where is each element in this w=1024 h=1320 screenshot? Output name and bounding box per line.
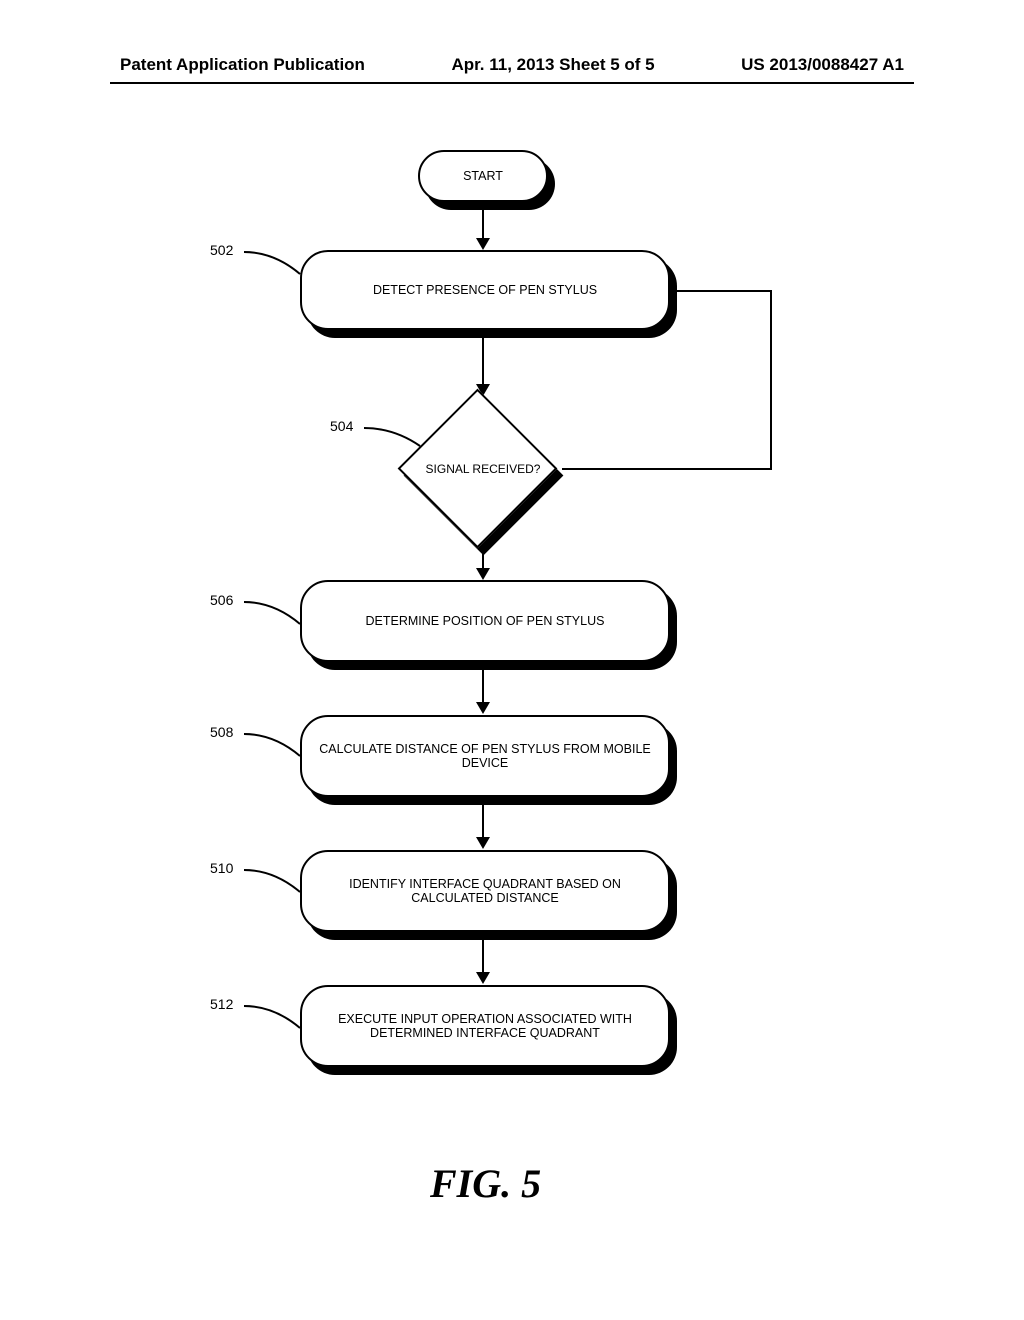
edge-504-feedback-h2 <box>676 290 772 292</box>
node-506-label: DETERMINE POSITION OF PEN STYLUS <box>366 614 605 628</box>
page-header: Patent Application Publication Apr. 11, … <box>0 55 1024 75</box>
ref-504-leader <box>364 424 424 450</box>
header-right: US 2013/0088427 A1 <box>741 55 904 75</box>
node-510-label: IDENTIFY INTERFACE QUADRANT BASED ON CAL… <box>318 877 652 905</box>
edge-510-512 <box>482 938 484 974</box>
ref-510: 510 <box>210 860 233 876</box>
header-left: Patent Application Publication <box>120 55 365 75</box>
header-center: Apr. 11, 2013 Sheet 5 of 5 <box>451 55 654 75</box>
ref-510-leader <box>244 866 304 896</box>
ref-512: 512 <box>210 996 233 1012</box>
node-508-label: CALCULATE DISTANCE OF PEN STYLUS FROM MO… <box>318 742 652 770</box>
ref-506: 506 <box>210 592 233 608</box>
node-502: DETECT PRESENCE OF PEN STYLUS <box>300 250 670 330</box>
ref-502: 502 <box>210 242 233 258</box>
edge-504-feedback-v <box>770 290 772 470</box>
figure-label: FIG. 5 <box>430 1160 541 1207</box>
edge-508-510 <box>482 803 484 839</box>
arrowhead-506-508 <box>476 702 490 714</box>
ref-508: 508 <box>210 724 233 740</box>
ref-508-leader <box>244 730 304 760</box>
ref-504: 504 <box>330 418 353 434</box>
ref-502-leader <box>244 248 304 278</box>
arrowhead-508-510 <box>476 837 490 849</box>
arrowhead-510-512 <box>476 972 490 984</box>
start-label: START <box>463 169 503 183</box>
edge-502-504 <box>482 336 484 386</box>
node-504-label: SIGNAL RECEIVED? <box>408 462 558 476</box>
arrowhead-504-506 <box>476 568 490 580</box>
node-512: EXECUTE INPUT OPERATION ASSOCIATED WITH … <box>300 985 670 1067</box>
ref-512-leader <box>244 1002 304 1032</box>
ref-506-leader <box>244 598 304 628</box>
edge-504-506 <box>482 548 484 570</box>
edge-506-508 <box>482 668 484 704</box>
header-divider <box>110 82 914 84</box>
edge-start-502 <box>482 208 484 240</box>
arrowhead-start-502 <box>476 238 490 250</box>
start-node: START <box>418 150 548 202</box>
node-502-label: DETECT PRESENCE OF PEN STYLUS <box>373 283 597 297</box>
node-510: IDENTIFY INTERFACE QUADRANT BASED ON CAL… <box>300 850 670 932</box>
node-506: DETERMINE POSITION OF PEN STYLUS <box>300 580 670 662</box>
node-512-label: EXECUTE INPUT OPERATION ASSOCIATED WITH … <box>318 1012 652 1040</box>
node-508: CALCULATE DISTANCE OF PEN STYLUS FROM MO… <box>300 715 670 797</box>
edge-504-feedback-h1 <box>562 468 772 470</box>
